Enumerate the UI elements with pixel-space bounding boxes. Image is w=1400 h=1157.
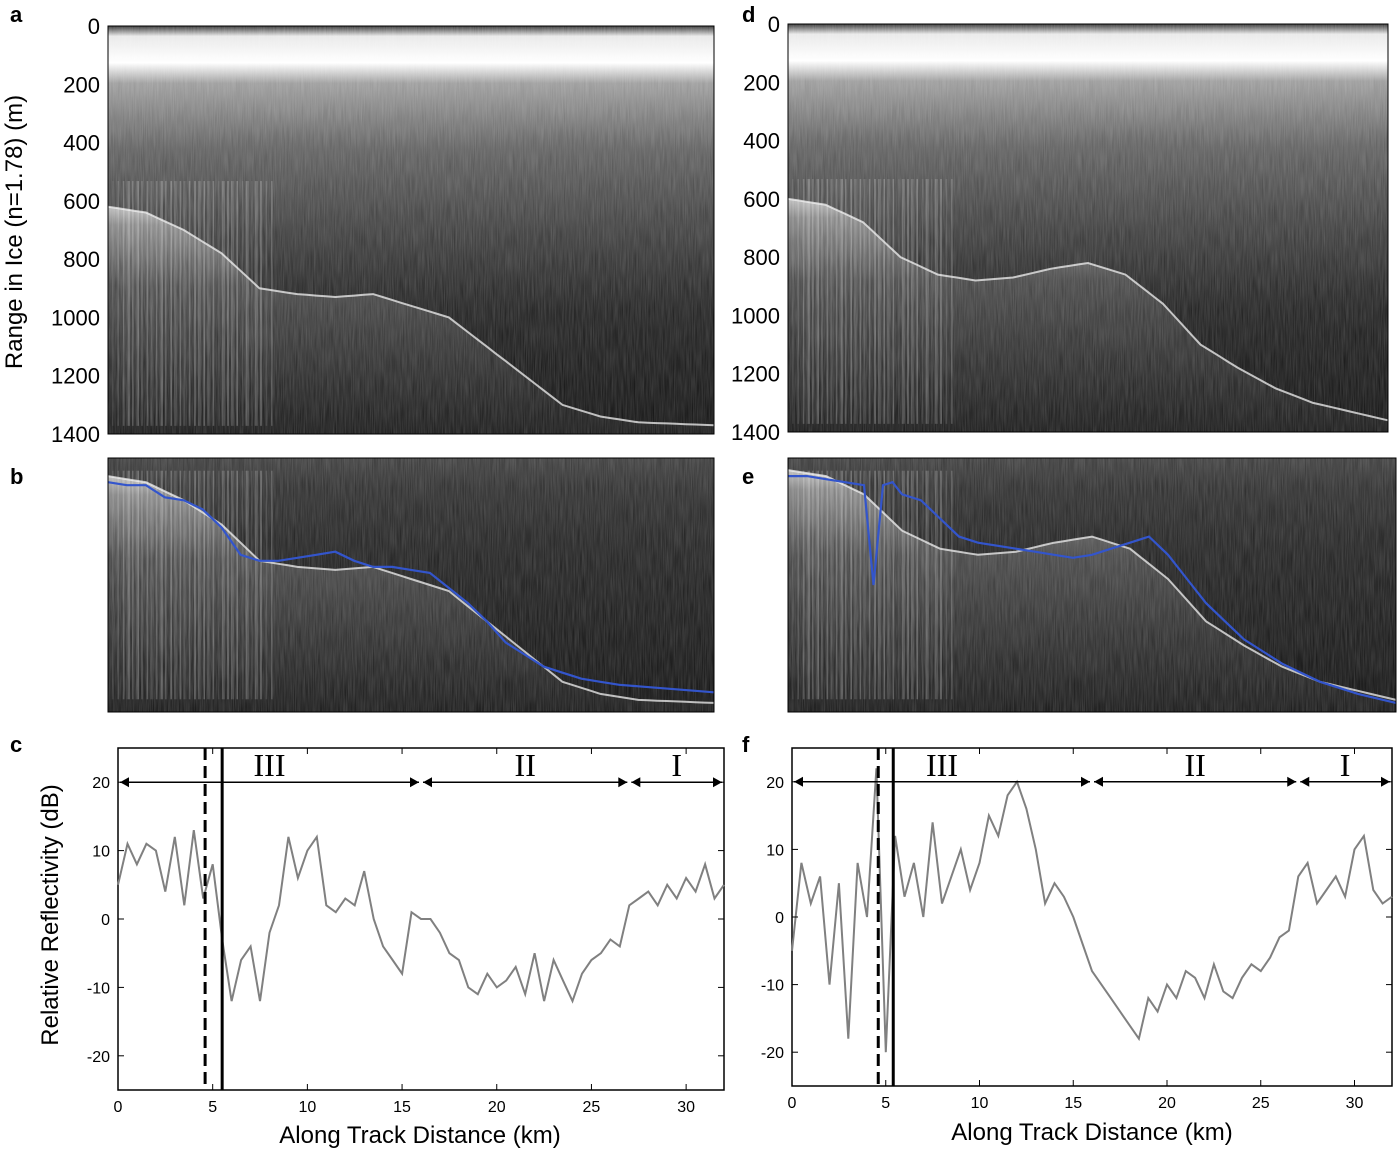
- radar-noise: [108, 458, 714, 712]
- x-tick-label: 30: [677, 1099, 695, 1116]
- radar-y-tick-label: 800: [743, 245, 780, 270]
- radar-frame: [787, 457, 1397, 713]
- zone-arrow-head: [794, 776, 803, 787]
- radar-y-tick-label: 1400: [51, 422, 100, 447]
- zone-label: II: [1184, 747, 1205, 783]
- zone-label: II: [515, 747, 536, 783]
- y-tick-label: 0: [775, 910, 784, 927]
- radar-y-tick-label: 600: [63, 189, 100, 214]
- x-tick-label: 10: [971, 1095, 989, 1112]
- zone-arrow-head: [713, 777, 722, 788]
- x-axis-title-c: Along Track Distance (km): [279, 1122, 560, 1149]
- radar-y-tick-label: 0: [88, 14, 100, 39]
- zone-label: III: [926, 747, 958, 783]
- reflectivity-line: [117, 829, 725, 1004]
- radar-y-tick-label: 1400: [731, 420, 780, 445]
- reflectivity-y-axis-title: Relative Reflectivity (dB): [37, 784, 64, 1045]
- radar-y-tick-label: 0: [768, 12, 780, 37]
- radar-y-tick-label: 800: [63, 247, 100, 272]
- x-tick-label: 5: [881, 1095, 890, 1112]
- zone-arrow-head: [120, 777, 129, 788]
- zone-arrow-head: [410, 777, 419, 788]
- radar-y-tick-label: 1200: [731, 362, 780, 387]
- radar-y-tick-label: 600: [743, 187, 780, 212]
- zone-arrow-head: [1081, 776, 1090, 787]
- y-tick-label: 10: [92, 844, 110, 861]
- radar-y-ticks-a: 0 200 400 600 800 1000 1200 1400: [51, 14, 100, 447]
- x-tick-label: 25: [1252, 1095, 1270, 1112]
- radar-y-tick-label: 400: [63, 131, 100, 156]
- x-tick-label: 0: [788, 1095, 797, 1112]
- x-tick-label: 15: [1064, 1095, 1082, 1112]
- radar-y-tick-label: 200: [743, 70, 780, 95]
- radar-frame: [787, 23, 1389, 433]
- y-tick-label: 20: [766, 775, 784, 792]
- radar-frame: [107, 25, 715, 435]
- zone-label: III: [254, 747, 286, 783]
- zone-arrow-head: [618, 777, 628, 788]
- radargram-a: [107, 25, 715, 435]
- y-tick-label: 10: [766, 842, 784, 859]
- y-tick-label: -20: [87, 1049, 110, 1066]
- x-tick-label: 5: [208, 1099, 217, 1116]
- y-tick-label: 0: [101, 912, 110, 929]
- panel-letter-b: b: [10, 464, 23, 489]
- radargram-d: [787, 23, 1389, 433]
- radar-y-tick-label: 400: [743, 129, 780, 154]
- y-tick-label: -10: [761, 978, 784, 995]
- zone-arrow-head: [1300, 776, 1310, 787]
- y-tick-label: -20: [761, 1045, 784, 1062]
- x-tick-label: 10: [298, 1099, 316, 1116]
- panel-letter-c: c: [10, 732, 22, 757]
- y-tick-label: 20: [92, 775, 110, 792]
- radar-noise: [788, 24, 1388, 432]
- x-tick-label: 30: [1346, 1095, 1364, 1112]
- x-tick-label: 15: [393, 1099, 411, 1116]
- zone-label: I: [671, 747, 682, 783]
- radar-frame: [107, 457, 715, 713]
- zone-label: I: [1340, 747, 1351, 783]
- zone-arrow-head: [1287, 776, 1297, 787]
- radar-y-tick-label: 1000: [731, 303, 780, 328]
- radar-y-ticks-d: 0 200 400 600 800 1000 1200 1400: [731, 12, 780, 445]
- x-tick-label: 0: [114, 1099, 123, 1116]
- y-tick-label: -10: [87, 980, 110, 997]
- bed-pick-line: [788, 475, 1397, 704]
- bed-pick-line: [107, 481, 715, 694]
- panel-letter-f: f: [742, 732, 750, 757]
- panel-letter-e: e: [742, 464, 754, 489]
- radargram-b: [107, 457, 715, 713]
- radar-y-tick-label: 200: [63, 72, 100, 97]
- radar-y-tick-label: 1000: [51, 305, 100, 330]
- zone-arrow-head: [1094, 776, 1103, 787]
- x-axis-title-f: Along Track Distance (km): [951, 1119, 1232, 1146]
- zone-arrow-head: [631, 777, 641, 788]
- radargram-e: [787, 457, 1397, 713]
- radar-noise: [108, 26, 714, 434]
- radar-y-tick-label: 1200: [51, 364, 100, 389]
- x-tick-label: 20: [1158, 1095, 1176, 1112]
- x-tick-label: 25: [583, 1099, 601, 1116]
- zone-arrow-head: [1381, 776, 1390, 787]
- x-tick-label: 20: [488, 1099, 506, 1116]
- radar-y-axis-title: Range in Ice (n=1.78) (m): [1, 95, 28, 369]
- panel-letter-a: a: [10, 2, 23, 27]
- panel-letter-d: d: [742, 2, 755, 27]
- zone-arrow-head: [423, 777, 432, 788]
